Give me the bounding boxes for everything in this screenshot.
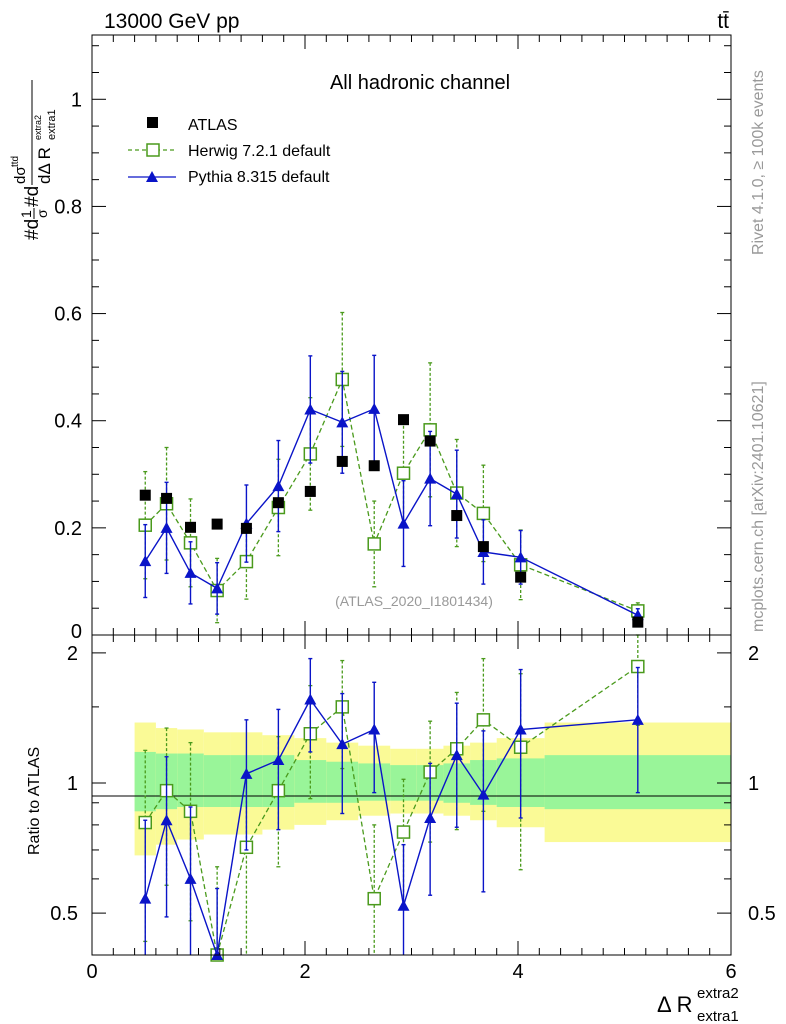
pythia-point	[184, 566, 197, 578]
pythia-ratio-point	[514, 723, 527, 735]
x-axis-label-sub: extra1	[697, 1008, 739, 1024]
atlas-point	[304, 485, 316, 497]
atlas-point	[477, 541, 489, 553]
y-tick-label-main: 0	[71, 621, 82, 643]
y-tick-label-main: 0.2	[54, 518, 82, 540]
y-tick-label-main: 0.4	[54, 411, 82, 433]
atlas-point	[336, 455, 348, 467]
pythia-point	[424, 472, 437, 484]
x-axis-label: Δ R extra2 extra1	[657, 985, 739, 1024]
y-tick-label-ratio-right: 0.5	[748, 903, 776, 925]
x-tick-label: 0	[86, 961, 97, 983]
legend-atlas-label: ATLAS	[188, 117, 238, 134]
legend-marker-atlas	[147, 117, 158, 128]
atlas-point	[139, 489, 151, 501]
x-tick-label: 6	[725, 961, 736, 983]
pythia-point	[211, 582, 224, 594]
x-axis-label-main: Δ R	[657, 992, 692, 1017]
pythia-ratio-point	[631, 713, 644, 725]
pythia-ratio-point	[477, 788, 490, 800]
herwig-ratio-point	[396, 825, 411, 839]
legend-marker-pythia	[146, 171, 158, 182]
atlas-point	[240, 522, 252, 534]
legend-pythia-label: Pythia 8.315 default	[188, 169, 330, 186]
y-tick-label-ratio: 1	[67, 773, 78, 795]
pythia-ratio-point	[336, 738, 349, 750]
svg-text:dσ: dσ	[12, 166, 29, 184]
pythia-point	[160, 521, 173, 533]
y-tick-label-main: 0.8	[54, 196, 82, 218]
atlas-point	[211, 518, 223, 530]
y-axis-label-main: #d 1 σ #d dσ ttd dΔ R extra1 extra2	[10, 80, 58, 240]
x-axis-label-sup: extra2	[697, 985, 739, 1002]
legend: ATLAS Herwig 7.2.1 default Pythia 8.315 …	[128, 117, 331, 186]
pythia-point	[139, 555, 152, 567]
herwig-ratio-point	[367, 891, 381, 906]
svg-text:#d: #d	[22, 219, 43, 240]
pythia-point	[397, 517, 410, 529]
atlas-point	[632, 616, 644, 628]
x-tick-label: 2	[299, 961, 310, 983]
svg-text:1: 1	[18, 210, 34, 218]
pythia-ratio-point	[160, 814, 173, 826]
pythia-ratio-point	[368, 723, 381, 735]
herwig-point	[367, 537, 381, 551]
pythia-point	[368, 402, 381, 414]
pythia-ratio-point	[424, 811, 437, 823]
y-tick-label-ratio-right: 1	[748, 773, 759, 795]
legend-marker-herwig	[146, 143, 160, 157]
herwig-ratio-point	[476, 713, 491, 727]
pythia-point	[514, 551, 527, 563]
pythia-point	[450, 488, 463, 500]
atlas-point	[424, 435, 436, 447]
mcplots-label: mcplots.cern.ch [arXiv:2401.10621]	[750, 381, 767, 632]
atlas-point	[451, 510, 463, 522]
svg-text:extra2: extra2	[33, 115, 43, 140]
x-tick-label: 4	[512, 961, 523, 983]
herwig-point	[396, 466, 411, 480]
energy-label: 13000 GeV pp	[104, 10, 239, 33]
ratio-band-inner	[203, 755, 231, 807]
atlas-point	[272, 497, 284, 509]
pythia-ratio-point	[272, 754, 285, 766]
svg-text:ttd: ttd	[10, 156, 21, 167]
y-axis-label-ratio: Ratio to ATLAS	[26, 747, 43, 855]
ratio-panel: 0.5 0.5 1 1 2 2 Ratio to ATLAS	[26, 634, 776, 962]
atlas-point	[515, 571, 527, 583]
pythia-point	[304, 403, 317, 415]
chart-title: All hadronic channel	[330, 72, 510, 94]
pythia-ratio-point	[304, 693, 317, 705]
pythia-ratio-point	[184, 872, 197, 884]
pythia-point	[272, 480, 285, 492]
process-label: tt̄	[717, 10, 729, 33]
rivet-label: Rivet 4.1.0, ≥ 100k events	[750, 70, 767, 255]
y-tick-label-main: 0.6	[54, 304, 82, 326]
atlas-point	[398, 414, 410, 426]
y-tick-label-ratio: 0.5	[50, 903, 78, 925]
svg-text:#d: #d	[22, 186, 43, 207]
pythia-point	[336, 416, 349, 428]
atlas-point	[368, 460, 380, 472]
analysis-label: (ATLAS_2020_I1801434)	[335, 593, 493, 609]
pythia-ratio-point	[240, 767, 253, 779]
atlas-point	[161, 492, 173, 504]
pythia-ratio-point	[397, 899, 410, 911]
main-panel: 0 0.2 0.4 0.6 0.8 1 All hadronic channel (ATL…	[10, 34, 732, 643]
svg-text:dΔ R: dΔ R	[35, 147, 54, 184]
atlas-point	[185, 521, 197, 533]
y-tick-label-ratio-right: 2	[748, 643, 759, 665]
pythia-ratio-point	[450, 749, 463, 761]
y-tick-label-ratio: 2	[67, 643, 78, 665]
svg-text:σ: σ	[34, 209, 50, 218]
pythia-ratio-point	[139, 892, 152, 904]
svg-text:extra1: extra1	[46, 109, 58, 140]
herwig-point	[476, 506, 491, 521]
y-tick-label-main: 1	[71, 89, 82, 111]
legend-herwig-label: Herwig 7.2.1 default	[188, 143, 331, 160]
